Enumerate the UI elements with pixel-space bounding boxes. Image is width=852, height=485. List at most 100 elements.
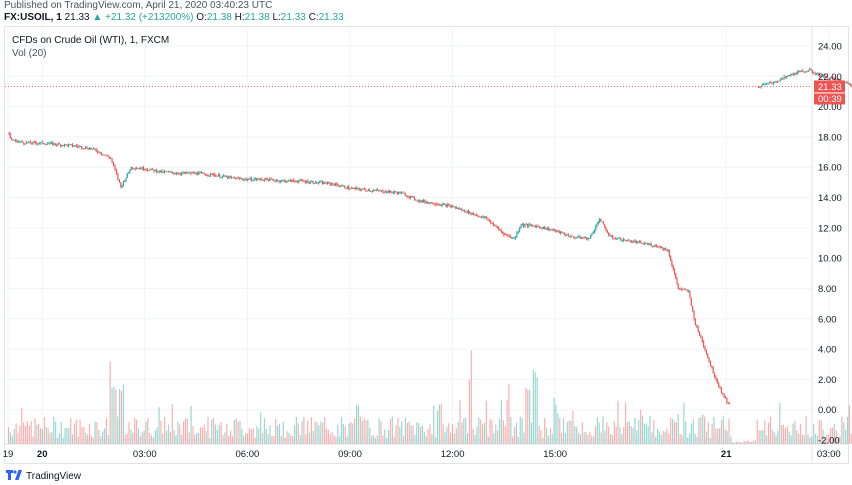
volume-bar <box>376 435 378 444</box>
volume-bar <box>809 437 811 444</box>
candle <box>240 178 242 180</box>
candle <box>133 168 135 170</box>
candle <box>390 190 392 193</box>
y-tick-label: 4.00 <box>818 345 837 356</box>
candle <box>291 179 293 182</box>
volume-bar <box>542 437 544 444</box>
candle <box>640 241 642 243</box>
candle <box>599 218 601 223</box>
candle <box>570 235 572 238</box>
candle <box>614 238 616 240</box>
candle <box>850 83 852 86</box>
candle <box>71 144 74 147</box>
candle <box>369 189 371 192</box>
volume-bar <box>497 430 499 444</box>
candle <box>336 183 338 185</box>
candle <box>346 186 348 189</box>
volume-bar <box>438 404 440 444</box>
candle <box>473 213 475 215</box>
volume-bar <box>609 433 612 444</box>
volume-bar <box>305 434 307 444</box>
candle <box>273 179 275 181</box>
candle <box>478 215 480 217</box>
volume-bar <box>30 420 32 444</box>
volume-bar <box>766 435 768 444</box>
volume-bar <box>653 420 655 444</box>
candle <box>112 162 115 166</box>
volume-bar <box>292 435 294 444</box>
candle <box>544 226 546 230</box>
volume-bar <box>737 441 740 444</box>
volume-bar <box>423 431 425 444</box>
volume-bar <box>687 437 689 444</box>
candle <box>90 148 92 149</box>
volume-bar <box>508 384 510 444</box>
volume-bar <box>135 419 138 444</box>
candle <box>649 243 651 245</box>
candle <box>620 237 622 241</box>
candle <box>799 71 801 72</box>
volume-bar <box>406 423 408 444</box>
volume-bar <box>527 389 529 444</box>
volume-bar <box>805 416 807 444</box>
candle <box>373 190 375 192</box>
candle <box>8 132 10 134</box>
candle <box>223 175 225 177</box>
volume-bar <box>297 423 299 444</box>
candle <box>317 182 320 184</box>
candle <box>67 144 70 147</box>
candle <box>315 181 317 184</box>
candle <box>294 180 296 182</box>
candle <box>646 243 648 245</box>
volume-bar <box>214 424 217 444</box>
candle <box>20 141 22 143</box>
candle <box>612 235 614 239</box>
candle <box>421 200 423 202</box>
volume-bar <box>553 397 555 444</box>
volume-bar <box>677 413 679 444</box>
candle <box>142 167 145 170</box>
volume-bar <box>702 414 704 444</box>
candle <box>578 236 580 238</box>
candle <box>35 141 37 144</box>
candle <box>458 207 460 210</box>
candle <box>179 173 181 175</box>
candle <box>668 250 670 257</box>
candle <box>154 169 156 172</box>
candle <box>553 229 555 231</box>
candle <box>711 365 713 368</box>
volume-bar <box>194 434 196 444</box>
footer-brand[interactable]: TradingView <box>6 470 81 482</box>
volume-bar <box>547 435 550 444</box>
candle <box>28 141 30 143</box>
candle <box>507 234 509 236</box>
volume-bar <box>94 421 96 444</box>
volume-bar <box>90 435 92 444</box>
volume-bar <box>790 435 792 444</box>
volume-bar <box>150 435 153 444</box>
volume-bar <box>577 432 580 444</box>
volume-bar <box>640 409 642 444</box>
volume-bar <box>576 426 578 444</box>
candle <box>636 241 638 244</box>
candle <box>768 82 770 84</box>
volume-bar <box>638 419 640 444</box>
volume-bar <box>344 426 346 444</box>
candle <box>700 335 702 338</box>
candle <box>588 238 590 239</box>
candle <box>190 172 192 174</box>
candle <box>352 188 354 189</box>
volume-bar <box>71 434 74 444</box>
candle <box>583 237 585 239</box>
symbol-label[interactable]: FX:USOIL, 1 <box>4 12 62 23</box>
candle <box>242 179 245 181</box>
candle <box>537 226 539 227</box>
volume-bar <box>675 422 677 444</box>
candle <box>256 178 258 180</box>
candle <box>566 234 568 236</box>
candle <box>299 179 301 181</box>
volume-bar <box>273 436 275 444</box>
volume-bar <box>596 417 598 444</box>
candle <box>49 142 51 144</box>
